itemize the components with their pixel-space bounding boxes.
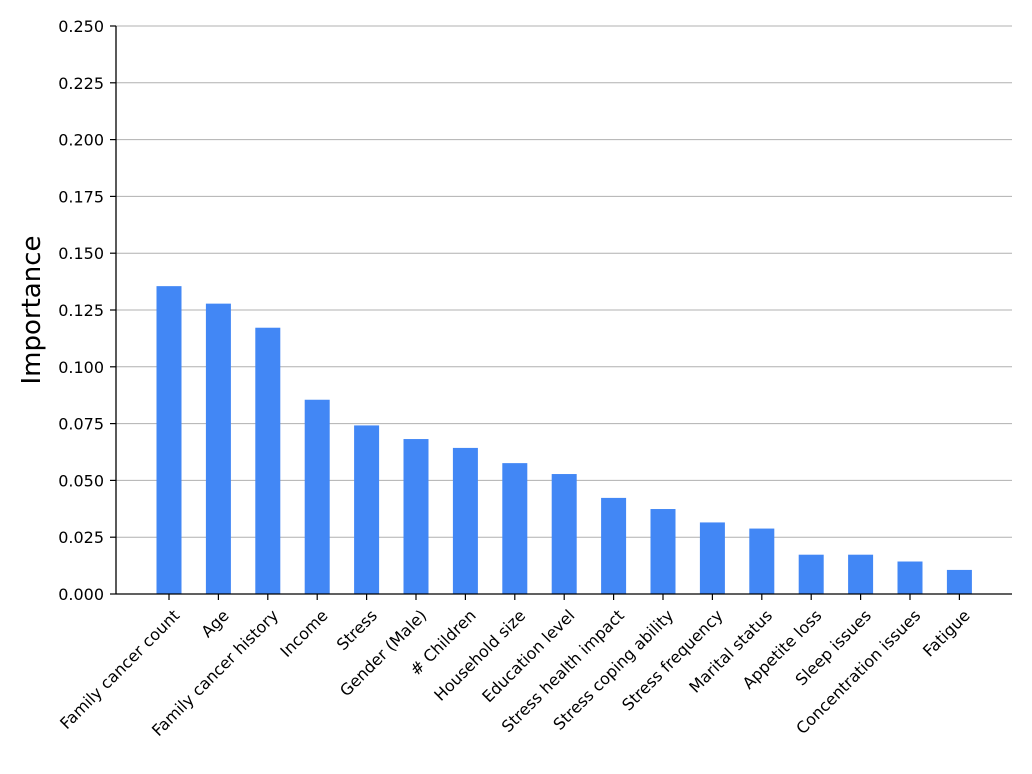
x-tick-label: Fatigue [919,606,974,661]
y-tick-label: 0.150 [58,244,104,263]
x-tick-label: Age [197,606,232,641]
y-tick-label: 0.050 [58,471,104,490]
bar [403,439,429,594]
bar [502,463,528,594]
bar [699,522,725,594]
y-tick-label: 0.125 [58,301,104,320]
bar [304,399,330,594]
x-tick-label: Gender (Male) [336,606,430,700]
bar [551,474,577,594]
bar [848,554,874,594]
y-tick-label: 0.025 [58,528,104,547]
bar [798,554,824,594]
y-axis-title: Importance [17,236,47,385]
bar [205,303,231,594]
bar [156,286,182,594]
bar [897,561,923,594]
bar [452,447,478,594]
gridlines [116,25,1012,538]
x-tick-label: Income [276,606,331,661]
x-tick-label: Stress [333,606,381,654]
y-tick-labels: 0.000 0.025 0.050 0.075 0.100 0.125 0.150 0.175… [58,17,116,604]
bars [156,286,972,594]
bar [749,528,775,594]
bar [601,497,627,594]
y-tick-label: 0.175 [58,187,104,206]
y-tick-label: 0.250 [58,17,104,36]
y-tick-label: 0.000 [58,585,104,604]
bar [650,509,676,594]
bar [946,569,972,594]
bar [255,327,281,594]
y-tick-label: 0.225 [58,74,104,93]
y-tick-label: 0.100 [58,358,104,377]
y-tick-label: 0.200 [58,131,104,150]
y-tick-label: 0.075 [58,415,104,434]
bar [354,425,380,594]
